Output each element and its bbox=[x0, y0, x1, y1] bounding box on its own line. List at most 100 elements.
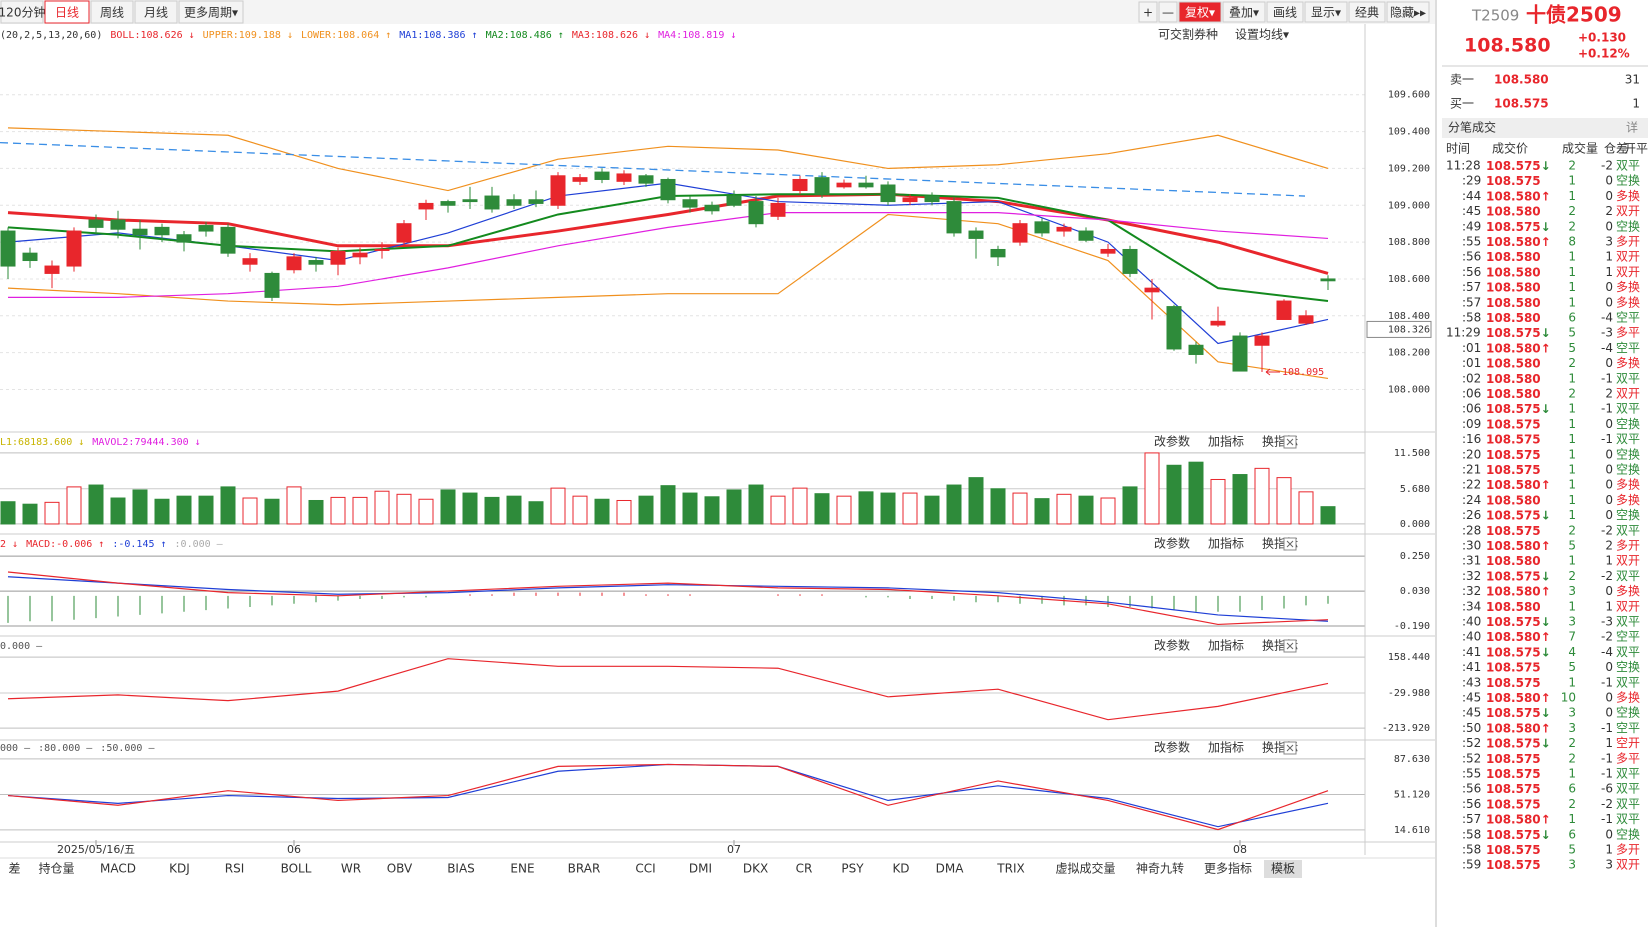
pane-button[interactable]: 加指标 bbox=[1208, 740, 1244, 755]
indicator-line bbox=[7, 127, 1329, 192]
tick-price: 108.575 bbox=[1486, 858, 1541, 872]
tick-oi: -4 bbox=[1601, 311, 1613, 325]
indicator-tab[interactable]: RSI bbox=[225, 862, 245, 876]
volume-bar bbox=[1144, 452, 1160, 525]
toolbar-button[interactable] bbox=[1178, 1, 1222, 23]
indicator-tab[interactable]: DMA bbox=[936, 862, 965, 876]
tick-direction: ↓ bbox=[1541, 615, 1551, 629]
tab-label[interactable]: 日线 bbox=[55, 6, 79, 20]
tick-time: :55 bbox=[1462, 767, 1481, 781]
indicator-tab[interactable]: KD bbox=[892, 862, 909, 876]
tick-volume: 1 bbox=[1568, 508, 1576, 522]
tick-type: 双平 bbox=[1616, 432, 1640, 446]
indicator-tab[interactable]: BOLL bbox=[281, 862, 312, 876]
indicator-tab[interactable]: WR bbox=[341, 862, 361, 876]
volume-bar bbox=[1034, 498, 1050, 525]
tab-label[interactable]: 更多周期▾ bbox=[184, 6, 238, 20]
tab[interactable] bbox=[0, 0, 44, 24]
toolbar-button-label[interactable]: 显示▾ bbox=[1311, 6, 1341, 20]
pane-button[interactable]: 加指标 bbox=[1208, 434, 1244, 449]
indicator-tab[interactable]: 差 bbox=[8, 862, 20, 876]
tick-oi: 1 bbox=[1605, 250, 1613, 264]
tab[interactable] bbox=[134, 0, 178, 24]
tab[interactable] bbox=[178, 0, 244, 24]
indicator-tab[interactable]: DKX bbox=[743, 862, 768, 876]
indicator-tab[interactable]: OBV bbox=[387, 862, 413, 876]
candle-body bbox=[616, 173, 632, 182]
tick-volume: 3 bbox=[1568, 615, 1576, 629]
tick-price: 108.580↑ bbox=[1486, 630, 1551, 644]
toolbar-button[interactable] bbox=[1304, 1, 1348, 23]
toolbar-button[interactable] bbox=[1348, 1, 1386, 23]
tick-volume: 3 bbox=[1568, 584, 1576, 598]
tick-oi: 0 bbox=[1605, 691, 1613, 705]
indicator-tab[interactable]: CR bbox=[796, 862, 813, 876]
indicator-tab[interactable]: CCI bbox=[635, 862, 655, 876]
indicator-value: :80.000 — bbox=[38, 743, 93, 754]
tick-volume: 2 bbox=[1568, 219, 1576, 233]
toolbar-button-label[interactable]: 隐藏▸▸ bbox=[1390, 6, 1426, 20]
toolbar-button-label[interactable]: 经典 bbox=[1355, 6, 1379, 20]
indicator-tab[interactable]: KDJ bbox=[169, 862, 190, 876]
trendline bbox=[0, 141, 1306, 197]
indicator-tab[interactable]: 神奇九转 bbox=[1136, 861, 1184, 876]
toolbar-button-label[interactable]: — bbox=[1162, 6, 1174, 20]
header-link[interactable]: 设置均线▾ bbox=[1235, 28, 1289, 42]
toolbar-button-label[interactable]: + bbox=[1143, 6, 1153, 20]
indicator-tab[interactable]: MACD bbox=[100, 862, 136, 876]
toolbar-button-label[interactable]: 画线 bbox=[1273, 6, 1297, 20]
tab-label[interactable]: 120分钟 bbox=[0, 5, 45, 20]
pane-button[interactable]: 改参数 bbox=[1154, 638, 1190, 653]
toolbar-button[interactable] bbox=[1386, 1, 1430, 23]
indicator-tab[interactable]: BRAR bbox=[568, 862, 601, 876]
ticks-title: 分笔成交 bbox=[1448, 120, 1496, 135]
indicator-header: L1:68183.600 ↓ MAVOL2:79444.300 ↓ bbox=[0, 437, 201, 448]
candle-body bbox=[264, 272, 280, 298]
y-tick-label: 109.400 bbox=[1388, 127, 1430, 138]
tab-label[interactable]: 月线 bbox=[144, 6, 168, 20]
pane-button[interactable]: 加指标 bbox=[1208, 536, 1244, 551]
volume-bar bbox=[1188, 461, 1204, 525]
pane-button[interactable]: 加指标 bbox=[1208, 638, 1244, 653]
tick-price: 108.580 bbox=[1486, 204, 1541, 218]
indicator-tab[interactable]: DMI bbox=[689, 862, 712, 876]
tab[interactable] bbox=[90, 0, 134, 24]
toolbar-button[interactable] bbox=[1138, 1, 1158, 23]
indicator-tab[interactable]: BIAS bbox=[447, 862, 475, 876]
toolbar-button[interactable] bbox=[1222, 1, 1266, 23]
tab-active[interactable] bbox=[1264, 860, 1302, 878]
tick-price: 108.580↑ bbox=[1486, 539, 1551, 553]
change: +0.130 bbox=[1578, 31, 1626, 45]
toolbar-button[interactable] bbox=[1266, 1, 1304, 23]
indicator-tab[interactable]: 更多指标 bbox=[1204, 861, 1252, 876]
candle-body bbox=[990, 248, 1006, 258]
indicator-tab[interactable]: 模板 bbox=[1271, 862, 1295, 876]
toolbar-button-label[interactable]: 叠加▾ bbox=[1229, 6, 1259, 20]
tick-volume: 5 bbox=[1568, 843, 1576, 857]
tick-volume: 1 bbox=[1568, 767, 1576, 781]
tick-type: 空换 bbox=[1616, 508, 1640, 522]
tick-oi: 0 bbox=[1605, 174, 1613, 188]
indicator-tab[interactable]: ENE bbox=[510, 862, 534, 876]
tab[interactable] bbox=[44, 0, 90, 24]
tick-price-value: 108.575 bbox=[1486, 523, 1541, 537]
indicator-tab[interactable]: 持仓量 bbox=[38, 861, 74, 876]
tick-volume: 2 bbox=[1568, 159, 1576, 173]
toolbar-button-label[interactable]: 复权▾ bbox=[1185, 6, 1215, 20]
tick-type: 双平 bbox=[1616, 767, 1640, 781]
y-tick-label: 108.600 bbox=[1388, 274, 1430, 285]
tab-label[interactable]: 周线 bbox=[100, 6, 124, 20]
tick-type: 双开 bbox=[1616, 265, 1640, 279]
pane-button[interactable]: 改参数 bbox=[1154, 434, 1190, 449]
indicator-tab[interactable]: TRIX bbox=[996, 862, 1024, 876]
pane-button[interactable]: 改参数 bbox=[1154, 740, 1190, 755]
header-link[interactable]: 可交割券种 bbox=[1158, 27, 1218, 42]
tick-time: :56 bbox=[1462, 782, 1481, 796]
indicator-tab[interactable]: PSY bbox=[841, 862, 864, 876]
tick-direction: ↓ bbox=[1541, 326, 1551, 340]
pane-button[interactable]: 改参数 bbox=[1154, 536, 1190, 551]
ticks-detail[interactable]: 详 bbox=[1626, 120, 1638, 135]
indicator-tab[interactable]: 虚拟成交量 bbox=[1055, 861, 1115, 876]
toolbar-button[interactable] bbox=[1158, 1, 1178, 23]
